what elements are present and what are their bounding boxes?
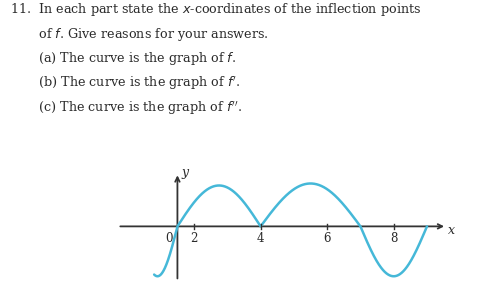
Text: 2: 2 — [191, 232, 198, 245]
Text: 6: 6 — [324, 232, 331, 245]
Text: x: x — [449, 224, 456, 237]
Text: y: y — [181, 166, 188, 179]
Text: 11.  In each part state the $x$-coordinates of the inflection points
       of $: 11. In each part state the $x$-coordinat… — [10, 1, 421, 117]
Text: 4: 4 — [257, 232, 265, 245]
Text: 8: 8 — [390, 232, 397, 245]
Text: 0: 0 — [165, 232, 173, 245]
